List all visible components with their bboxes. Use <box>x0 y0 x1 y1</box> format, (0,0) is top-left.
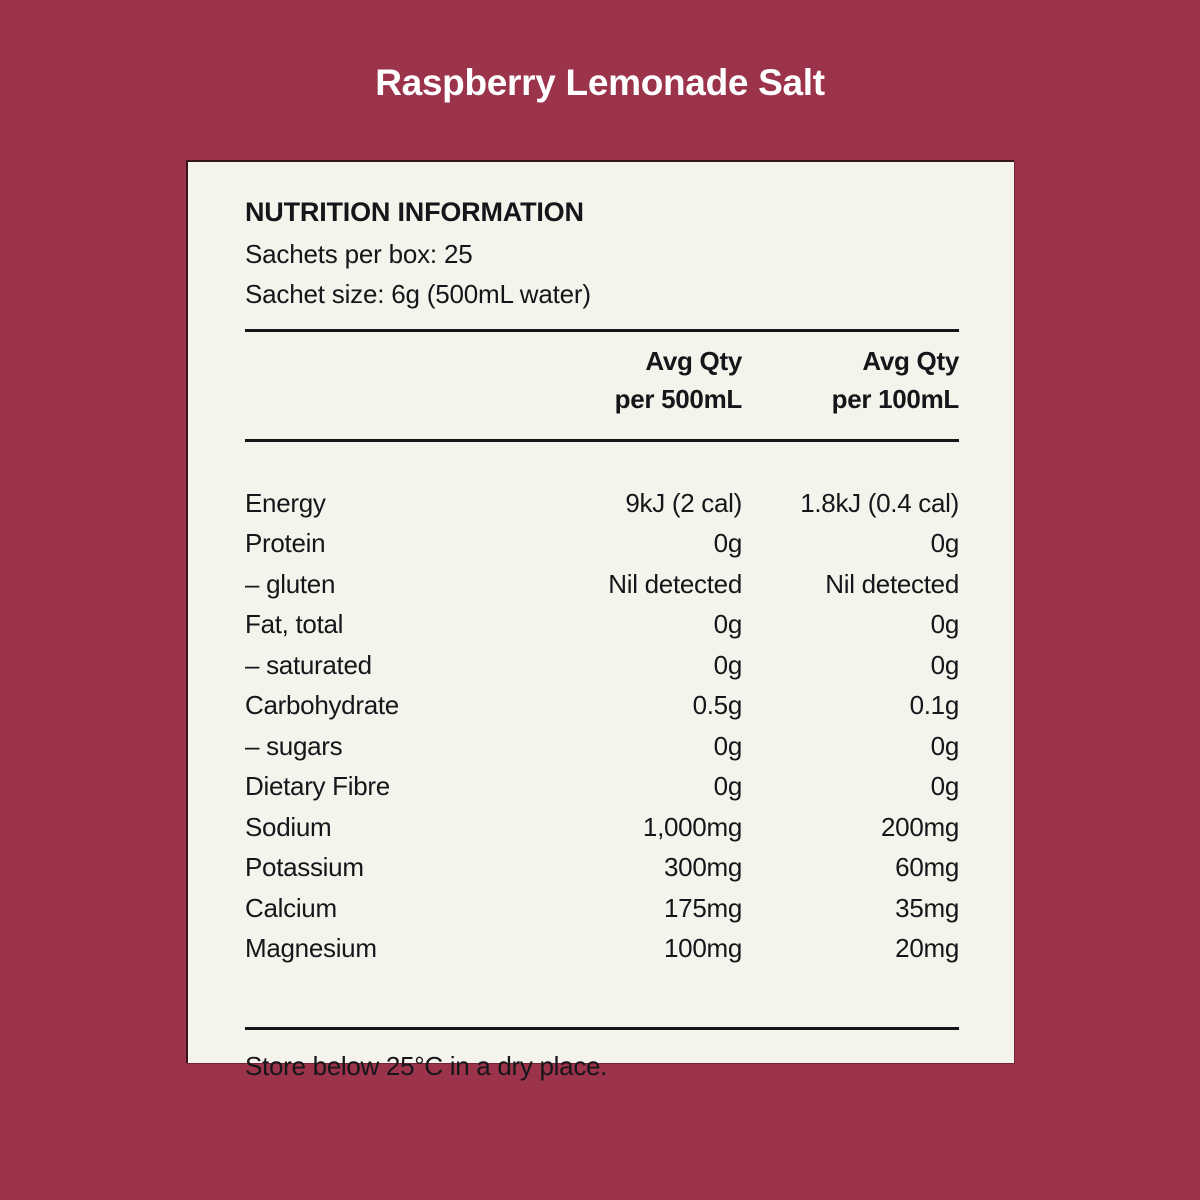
nutrient-value-per-500ml: 0g <box>713 528 743 558</box>
nutrient-value-per-100ml: 0.1g <box>909 690 960 720</box>
nutrient-value-per-500ml: 175mg <box>664 892 742 923</box>
column-header-label <box>245 332 547 426</box>
product-title: Raspberry Lemonade Salt <box>375 62 825 103</box>
nutrient-value-per-500ml: 1,000mg <box>642 811 742 842</box>
spacer-row <box>245 969 959 1010</box>
nutrition-row: Sodium 1,000mg 200mg <box>245 807 959 848</box>
column-header-per-500ml-line2: per 500mL <box>614 384 743 414</box>
nutrient-value-per-100ml: Nil detected <box>825 568 959 599</box>
column-header-per-100ml-line2: per 100mL <box>831 384 960 414</box>
nutrition-row: Protein 0g 0g <box>245 523 959 564</box>
nutrient-value-per-500ml: Nil detected <box>608 568 742 599</box>
divider-top <box>245 329 959 332</box>
nutrient-label: – gluten <box>245 568 336 599</box>
spacer-row <box>245 442 959 483</box>
spacer-cell <box>245 442 547 483</box>
nutrition-row: Magnesium 100mg 20mg <box>245 928 959 969</box>
spacer-cell <box>547 969 742 1010</box>
nutrient-label: Fat, total <box>245 609 344 639</box>
nutrition-information-panel: NUTRITION INFORMATION Sachets per box: 2… <box>186 160 1014 1081</box>
nutrient-value-per-500ml: 0g <box>713 609 743 639</box>
nutrition-table-head: Avg Qty per 500mL Avg Qty per 100mL <box>245 332 960 426</box>
nutrition-information-heading: NUTRITION INFORMATION <box>245 197 584 227</box>
nutrition-row: – saturated 0g 0g <box>245 645 959 686</box>
nutrient-value-per-500ml: 100mg <box>664 933 742 963</box>
column-header-per-100ml-line1: Avg Qty <box>862 346 959 376</box>
sachets-per-box-text: Sachets per box: 25 <box>245 239 473 269</box>
spacer-cell <box>547 442 742 483</box>
nutrition-row: Calcium 175mg 35mg <box>245 888 959 929</box>
nutrient-value-per-500ml: 0g <box>713 730 743 761</box>
spacer-cell <box>742 442 959 483</box>
nutrient-label: Dietary Fibre <box>245 771 390 801</box>
nutrient-value-per-500ml: 0g <box>713 649 743 680</box>
nutrient-value-per-500ml: 0g <box>713 771 743 801</box>
nutrient-value-per-100ml: 1.8kJ (0.4 cal) <box>800 487 959 518</box>
sachet-size-text: Sachet size: 6g (500mL water) <box>245 279 591 309</box>
nutrient-value-per-500ml: 300mg <box>664 852 742 882</box>
spacer-cell <box>245 969 547 1010</box>
nutrient-label: Calcium <box>245 892 337 923</box>
nutrition-row: Energy 9kJ (2 cal) 1.8kJ (0.4 cal) <box>245 483 959 524</box>
nutrient-value-per-100ml: 0g <box>930 609 960 639</box>
nutrient-value-per-100ml: 0g <box>930 528 960 558</box>
spacer-cell <box>742 969 959 1010</box>
nutrition-row: – sugars 0g 0g <box>245 726 959 767</box>
nutrient-label: Magnesium <box>245 933 377 963</box>
nutrition-row: – gluten Nil detected Nil detected <box>245 564 959 605</box>
divider-bottom <box>245 1027 959 1030</box>
nutrient-label: Potassium <box>245 852 364 882</box>
nutrition-row: Potassium 300mg 60mg <box>245 847 959 888</box>
nutrient-value-per-100ml: 0g <box>930 649 960 680</box>
nutrition-table: Avg Qty per 500mL Avg Qty per 100mL <box>245 332 960 426</box>
nutrient-label: Protein <box>245 528 326 558</box>
nutrition-row: Fat, total 0g 0g <box>245 604 959 645</box>
nutrient-value-per-500ml: 0.5g <box>692 690 743 720</box>
nutrient-label: Carbohydrate <box>245 690 399 720</box>
nutrient-value-per-100ml: 35mg <box>895 892 959 923</box>
nutrient-value-per-100ml: 60mg <box>895 852 959 882</box>
nutrient-value-per-100ml: 0g <box>930 730 960 761</box>
column-header-row: Avg Qty per 500mL Avg Qty per 100mL <box>245 332 960 426</box>
nutrient-value-per-500ml: 9kJ (2 cal) <box>625 487 742 518</box>
nutrient-label: – sugars <box>245 730 343 761</box>
nutrition-table-body: Energy 9kJ (2 cal) 1.8kJ (0.4 cal) Protein 0… <box>245 442 959 1009</box>
divider-middle <box>245 439 959 442</box>
column-header-per-100ml: Avg Qty per 100mL <box>742 332 960 426</box>
storage-note: Store below 25°C in a dry place. <box>245 1051 608 1081</box>
nutrient-label: – saturated <box>245 649 372 680</box>
panel-content: NUTRITION INFORMATION Sachets per box: 2… <box>245 192 959 1086</box>
nutrition-row: Dietary Fibre 0g 0g <box>245 766 959 807</box>
nutrition-values-table: Energy 9kJ (2 cal) 1.8kJ (0.4 cal) Protein 0… <box>245 442 959 1009</box>
nutrient-value-per-100ml: 0g <box>930 771 960 801</box>
nutrient-value-per-100ml: 20mg <box>895 933 959 963</box>
column-header-per-500ml: Avg Qty per 500mL <box>547 332 743 426</box>
nutrient-value-per-100ml: 200mg <box>881 811 959 842</box>
nutrient-label: Sodium <box>245 811 332 842</box>
nutrient-label: Energy <box>245 487 326 518</box>
nutrition-row: Carbohydrate 0.5g 0.1g <box>245 685 959 726</box>
column-header-per-500ml-line1: Avg Qty <box>645 346 742 376</box>
